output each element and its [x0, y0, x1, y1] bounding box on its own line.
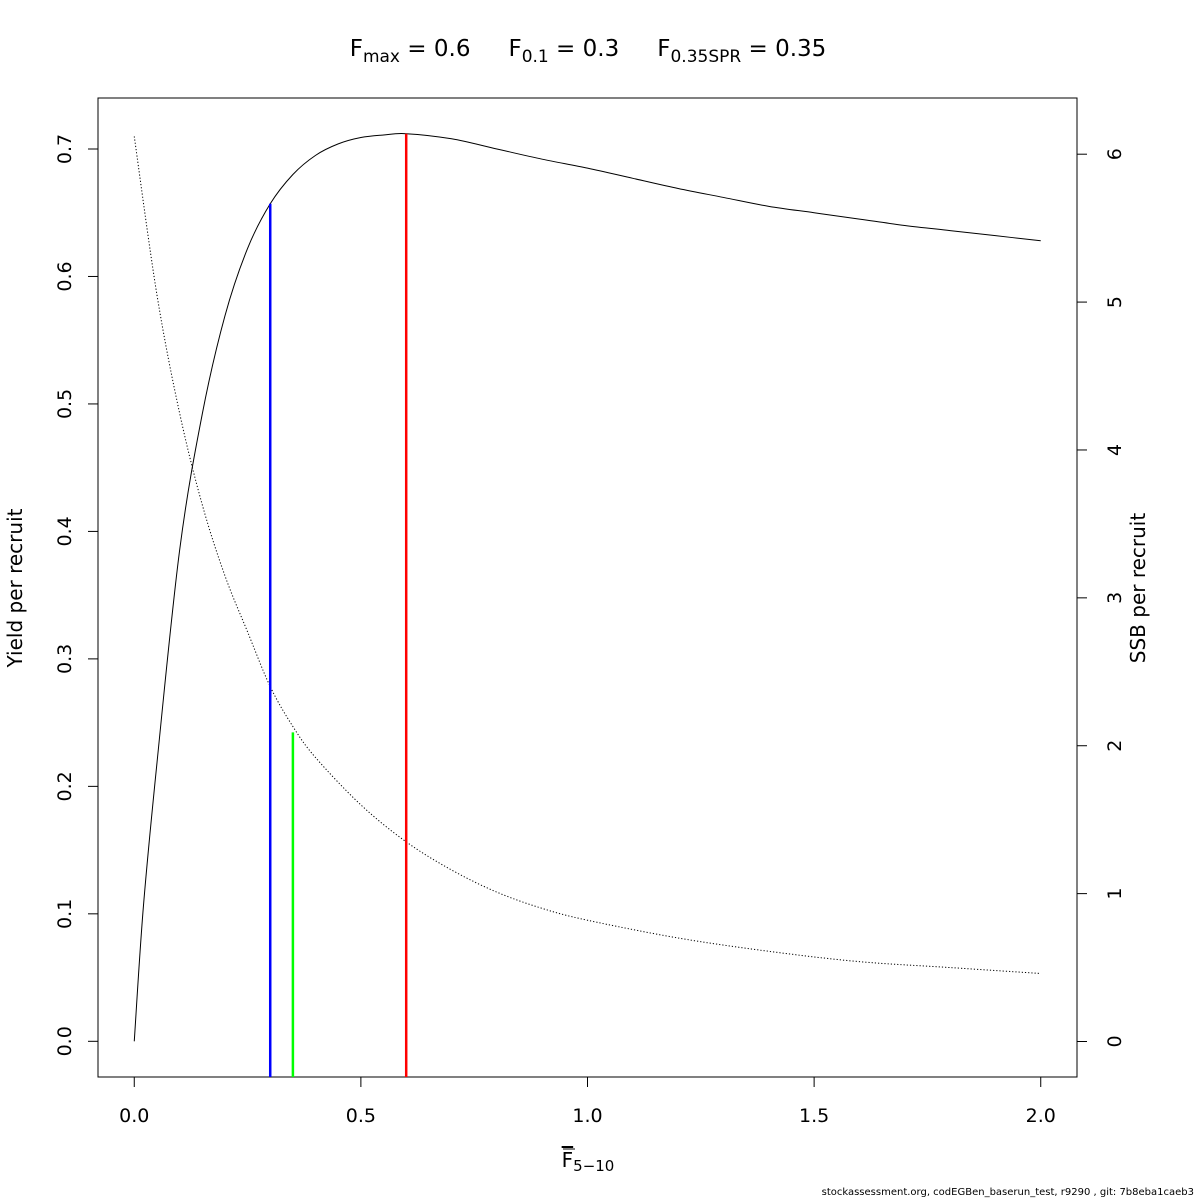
- title-part-value: = 0.6: [400, 36, 470, 62]
- reference-lines: [268, 133, 408, 1077]
- y-right-axis: 0 1 2 3 4 5 6: [1077, 148, 1126, 1048]
- y-left-tick-label: 0.2: [54, 771, 76, 801]
- title-part-sub: max: [363, 47, 400, 67]
- title-part-main: F: [657, 36, 670, 62]
- y-right-tick-label: 6: [1104, 148, 1126, 160]
- y-right-tick-label: 1: [1104, 888, 1126, 900]
- y-right-tick-label: 0: [1104, 1035, 1126, 1047]
- chart-title: Fmax = 0.6 F0.1 = 0.3 F0.35SPR = 0.35: [350, 36, 827, 67]
- title-part-sub: 0.35SPR: [670, 47, 741, 67]
- y-right-axis-label: SSB per recruit: [1126, 513, 1150, 664]
- y-left-tick-label: 0.5: [54, 389, 76, 419]
- ssb-per-recruit-line: [133, 136, 1041, 974]
- title-part-value: = 0.3: [549, 36, 619, 62]
- y-left-axis-label: Yield per recruit: [3, 508, 27, 668]
- y-left-tick-label: 0.0: [54, 1026, 76, 1056]
- y-left-tick-label: 0.4: [54, 516, 76, 546]
- x-tick-label: 1.0: [572, 1105, 602, 1127]
- title-part-main: F: [508, 36, 521, 62]
- y-left-tick-label: 0.1: [54, 899, 76, 929]
- y-left-tick-label: 0.7: [54, 134, 76, 164]
- footer-credit: stockassessment.org, codEGBen_baserun_te…: [821, 1187, 1194, 1198]
- y-right-tick-label: 5: [1104, 296, 1126, 308]
- x-tick-label: 0.0: [119, 1105, 149, 1127]
- x-axis-label: F5−10: [562, 1148, 615, 1175]
- y-right-tick-label: 2: [1104, 740, 1126, 752]
- x-tick-label: 2.0: [1026, 1105, 1056, 1127]
- x-tick-label: 0.5: [346, 1105, 376, 1127]
- y-left-tick-label: 0.6: [54, 261, 76, 291]
- x-axis: 0.0 0.5 1.0 1.5 2.0: [119, 1076, 1056, 1127]
- x-tick-label: 1.5: [799, 1105, 829, 1127]
- title-part-sub: 0.1: [522, 47, 549, 67]
- y-left-tick-label: 0.3: [54, 644, 76, 674]
- x-label-sub: 5−10: [573, 1157, 614, 1175]
- series-group: [133, 133, 1041, 1042]
- y-left-axis: 0.0 0.1 0.2 0.3 0.4 0.5 0.6 0.7: [54, 134, 98, 1056]
- plot-frame: [97, 97, 1078, 1078]
- y-right-tick-label: 3: [1104, 592, 1126, 604]
- title-part-main: F: [350, 36, 363, 62]
- title-part-value: = 0.35: [741, 36, 826, 62]
- x-label-main: F: [562, 1148, 574, 1172]
- y-right-tick-label: 4: [1104, 444, 1126, 456]
- yield-per-recruit-line: [133, 133, 1041, 1042]
